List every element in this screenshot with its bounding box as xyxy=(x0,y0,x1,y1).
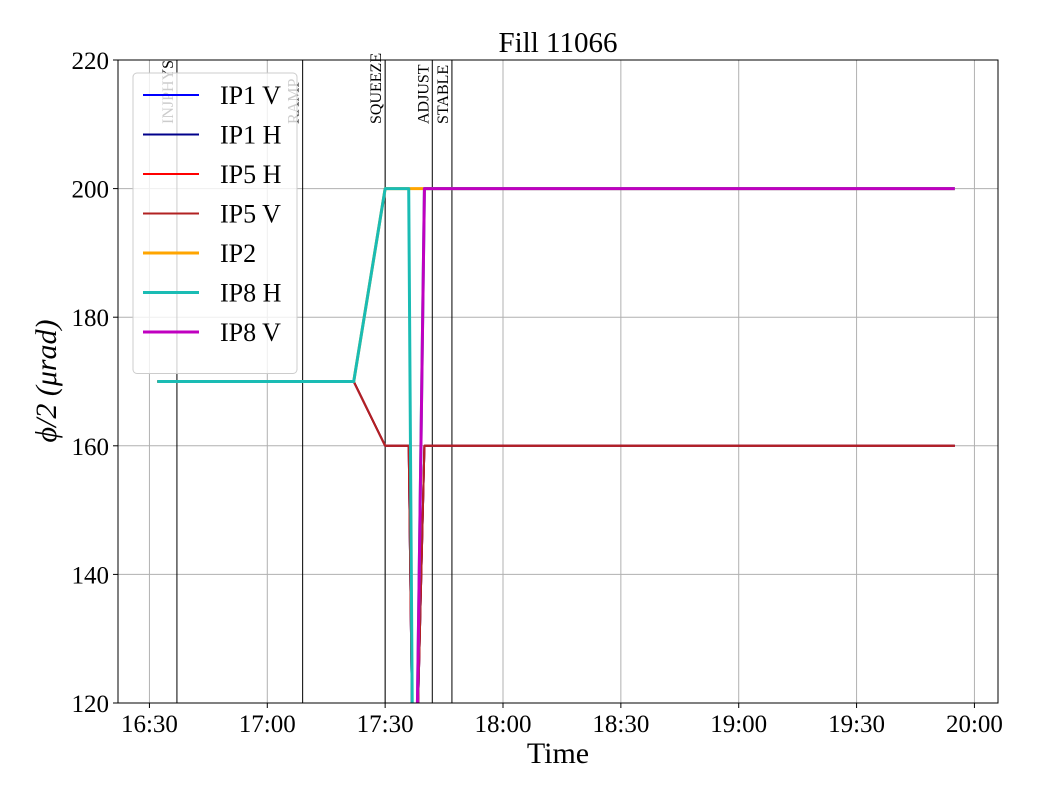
legend-box xyxy=(132,72,298,374)
x-tick-label: 17:30 xyxy=(357,711,414,738)
y-tick-label: 160 xyxy=(72,434,110,461)
x-tick-label: 17:00 xyxy=(239,711,296,738)
event-label: ADJUST xyxy=(415,64,432,124)
y-tick-label: 140 xyxy=(72,562,110,589)
event-label: STABLE xyxy=(435,65,452,124)
x-tick-label: 19:30 xyxy=(828,711,885,738)
chart-title: Fill 11066 xyxy=(499,27,618,59)
y-tick-label: 180 xyxy=(72,305,110,332)
plot-frame xyxy=(117,59,999,704)
x-tick-label: 19:00 xyxy=(710,711,767,738)
x-tick-label: 18:00 xyxy=(475,711,532,738)
legend-label: IP5 H xyxy=(220,160,282,189)
y-axis-label: ϕ/2 (μrad) xyxy=(30,319,63,442)
x-tick-label: 20:00 xyxy=(946,711,1003,738)
legend-label: IP5 V xyxy=(220,200,281,229)
event-label: SQUEEZE xyxy=(368,53,385,124)
series-line xyxy=(415,187,955,703)
x-axis-label: Time xyxy=(527,737,589,770)
legend-label: IP1 V xyxy=(220,81,281,110)
legend-label: IP8 V xyxy=(220,318,281,347)
x-tick-label: 18:30 xyxy=(592,711,649,738)
y-tick-label: 220 xyxy=(72,48,110,75)
legend-label: IP1 H xyxy=(220,121,282,150)
y-tick-label: 120 xyxy=(72,691,110,718)
legend-label: IP8 H xyxy=(220,279,282,308)
y-tick-label: 200 xyxy=(72,177,110,204)
x-tick-label: 16:30 xyxy=(121,711,178,738)
plot-lines xyxy=(157,187,955,703)
legend-label: IP2 xyxy=(220,239,256,268)
